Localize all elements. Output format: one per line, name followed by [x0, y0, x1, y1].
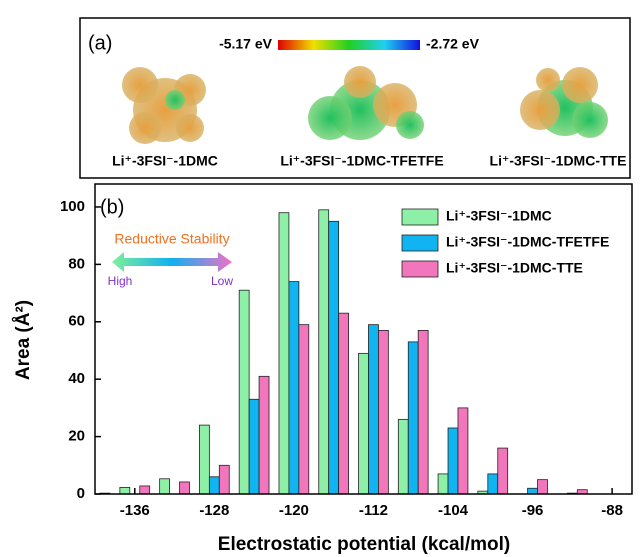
bar — [259, 376, 269, 494]
x-tick-label: -88 — [601, 502, 623, 519]
x-tick-label: -120 — [279, 502, 309, 519]
legend-label: Li⁺-3FSI⁻-1DMC-TFETFE — [446, 234, 609, 250]
panel-b-label: (b) — [100, 196, 124, 218]
figure: (a) -5.17 eV -2.72 eV Li⁺-3FSI⁻-1DMC Li⁺… — [0, 0, 640, 557]
bar — [418, 330, 428, 494]
legend-swatch — [402, 235, 438, 251]
bar — [329, 221, 339, 494]
bar — [219, 465, 229, 494]
x-tick-label: -128 — [199, 502, 229, 519]
x-tick-label: -104 — [438, 502, 469, 519]
bar — [378, 330, 388, 494]
bar — [249, 399, 259, 494]
bar — [488, 474, 498, 494]
y-tick-label: 0 — [77, 485, 85, 502]
bar — [160, 479, 170, 494]
molecule-1 — [122, 67, 206, 144]
legend-label: Li⁺-3FSI⁻-1DMC-TTE — [446, 260, 583, 276]
bar — [279, 213, 289, 494]
y-tick-label: 80 — [68, 255, 85, 272]
stability-arrow — [112, 252, 232, 272]
x-axis-label: Electrostatic potential (kcal/mol) — [218, 534, 510, 555]
bar — [289, 282, 299, 494]
y-axis-label: Area (Å²) — [13, 300, 34, 380]
bar — [319, 210, 329, 494]
bar — [368, 325, 378, 494]
y-tick-label: 20 — [68, 428, 85, 445]
legend: Li⁺-3FSI⁻-1DMC Li⁺-3FSI⁻-1DMC-TFETFE Li⁺-3… — [402, 208, 609, 277]
bar — [528, 488, 538, 494]
bar — [339, 313, 349, 494]
y-tick-label: 40 — [68, 370, 85, 387]
bar — [498, 448, 508, 494]
bar — [408, 342, 418, 494]
bar — [398, 419, 408, 494]
bar — [458, 408, 468, 494]
legend-label: Li⁺-3FSI⁻-1DMC — [446, 208, 552, 224]
y-tick-label: 100 — [60, 198, 85, 215]
colorbar-max: -2.72 eV — [426, 36, 480, 52]
bar — [120, 487, 130, 494]
colorbar-min: -5.17 eV — [219, 36, 273, 52]
colorbar — [278, 40, 420, 50]
molecule-label: Li⁺-3FSI⁻-1DMC-TTE — [490, 153, 627, 169]
molecule-label: Li⁺-3FSI⁻-1DMC-TFETFE — [280, 153, 443, 169]
annotation-left: High — [108, 274, 133, 288]
bar — [199, 425, 209, 494]
bar — [538, 480, 548, 494]
x-tick-label: -112 — [359, 502, 388, 519]
bar — [180, 482, 190, 494]
annotation-right: Low — [211, 274, 233, 288]
bar — [239, 290, 249, 494]
legend-swatch — [402, 261, 438, 277]
x-tick-label: -96 — [522, 502, 544, 519]
bar — [209, 477, 219, 494]
bar — [299, 325, 309, 494]
bar — [448, 428, 458, 494]
x-tick-label: -136 — [120, 502, 150, 519]
y-tick-label: 60 — [68, 313, 85, 330]
bar — [359, 353, 369, 494]
annotation-title: Reductive Stability — [114, 231, 229, 247]
molecule-label: Li⁺-3FSI⁻-1DMC — [112, 153, 218, 169]
bar — [438, 474, 448, 494]
panel-a-label: (a) — [88, 32, 112, 54]
molecule-3 — [520, 67, 608, 138]
bar — [140, 486, 150, 494]
legend-swatch — [402, 209, 438, 225]
molecule-2 — [308, 66, 424, 140]
